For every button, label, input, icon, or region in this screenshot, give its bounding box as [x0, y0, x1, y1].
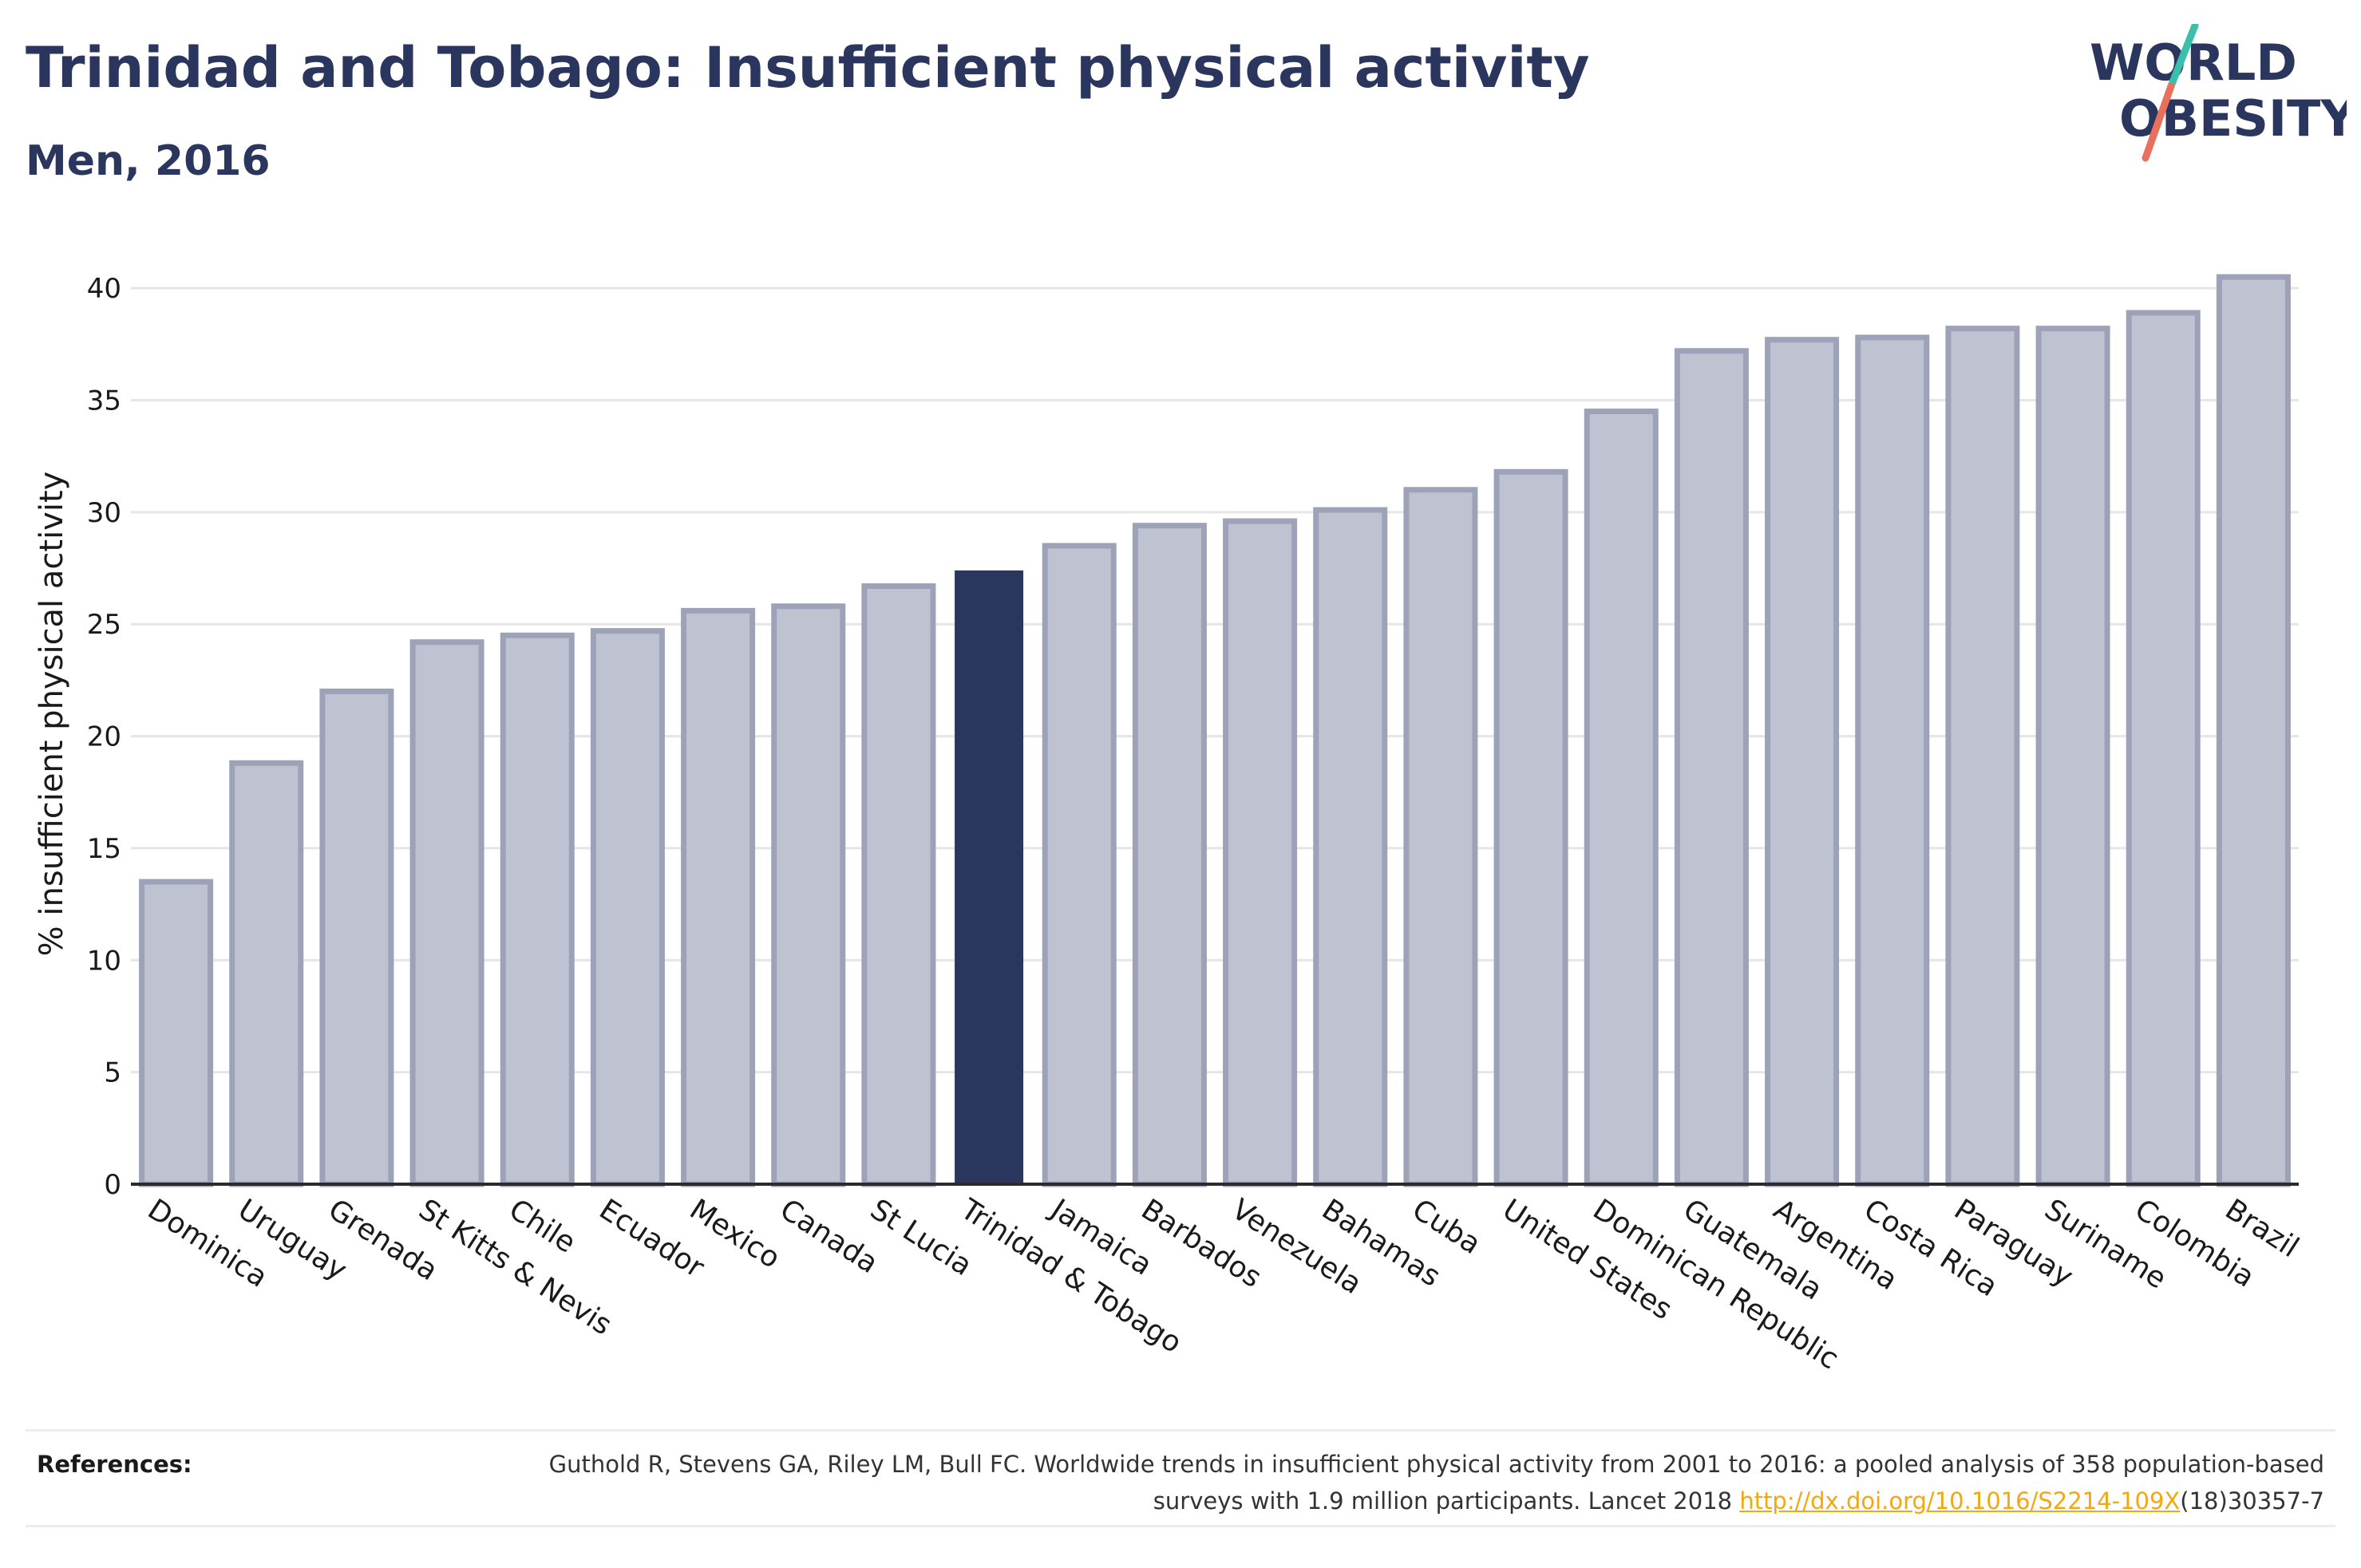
y-tick-label: 5	[104, 1057, 121, 1089]
chart-title: Trinidad and Tobago: Insufficient physic…	[26, 35, 1590, 101]
y-axis-label: % insufficient physical activity	[34, 472, 70, 957]
references-top-divider	[26, 1429, 2335, 1432]
bar	[861, 583, 936, 1187]
y-tick-label: 30	[87, 497, 121, 529]
bar	[1313, 507, 1388, 1187]
bar	[500, 632, 575, 1187]
reference-citation: Guthold R, Stevens GA, Riley LM, Bull FC…	[548, 1451, 2324, 1515]
logo-slash-teal	[2167, 24, 2199, 90]
y-tick-label: 0	[104, 1169, 121, 1201]
bar-layer	[139, 274, 2291, 1187]
bar	[1674, 348, 1749, 1187]
references-label: References:	[37, 1451, 192, 1478]
bar	[1945, 326, 2020, 1187]
bar	[2216, 274, 2291, 1187]
logo-text-world: WORLD	[2090, 34, 2297, 92]
bar	[229, 760, 304, 1187]
y-tick-label: 15	[87, 833, 121, 865]
chart-subtitle: Men, 2016	[26, 137, 271, 185]
references-text: Guthold R, Stevens GA, Riley LM, Bull FC…	[488, 1446, 2324, 1519]
world-obesity-logo: WORLD OBESITY	[2090, 24, 2347, 162]
bar	[681, 607, 756, 1187]
bar	[1403, 487, 1478, 1187]
bar	[1765, 337, 1840, 1187]
bar	[1855, 334, 1930, 1187]
bar	[2035, 326, 2110, 1187]
bar	[1493, 468, 1568, 1187]
y-tick-label: 25	[87, 609, 121, 641]
x-tick-label: St Lucia	[864, 1193, 978, 1282]
y-tick-label: 35	[87, 385, 121, 417]
axis-layer: 0 5 10 15 20 25 30 35 40 % insufficient physical …	[34, 273, 2299, 1201]
bar	[1132, 523, 1207, 1187]
bar	[1223, 518, 1298, 1187]
y-tick-label: 10	[87, 945, 121, 977]
y-tick-label: 40	[87, 273, 121, 305]
bar	[139, 879, 214, 1187]
bar	[2126, 310, 2201, 1187]
bar	[409, 639, 484, 1187]
bar	[771, 603, 846, 1187]
bar	[319, 688, 394, 1187]
x-tick-label: Canada	[774, 1193, 884, 1280]
logo-slash-coral	[2142, 82, 2175, 162]
grid-layer	[131, 286, 2299, 1074]
reference-doi-link[interactable]: http://dx.doi.org/10.1016/S2214-109X	[1739, 1487, 2181, 1515]
bar	[590, 628, 665, 1187]
references-bottom-divider	[26, 1525, 2335, 1527]
reference-doi-suffix: (18)30357-7	[2180, 1487, 2324, 1515]
bar	[1584, 409, 1659, 1187]
bar	[1042, 543, 1117, 1187]
bar-highlight	[955, 570, 1024, 1184]
y-tick-label: 20	[87, 721, 121, 753]
